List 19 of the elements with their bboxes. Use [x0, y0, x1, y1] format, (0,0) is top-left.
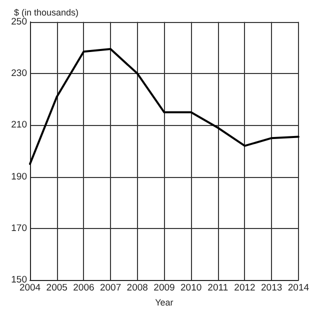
y-tick-label: 210	[11, 120, 27, 131]
y-tick-label: 170	[11, 222, 27, 234]
x-tick-label: 2004	[19, 282, 41, 294]
x-tick-label: 2011	[208, 282, 228, 294]
x-tick-label: 2013	[261, 282, 282, 294]
x-tick-label: 2008	[126, 282, 148, 294]
x-tick-label: 2005	[46, 282, 68, 294]
x-tick-label: 2010	[180, 282, 202, 294]
x-tick-label: 2006	[73, 282, 94, 294]
x-tick-label: 2009	[154, 282, 175, 294]
y-axis-title: $ (in thousands)	[14, 8, 79, 18]
x-tick-label: 2012	[234, 282, 256, 294]
y-tick-label: 230	[11, 68, 27, 80]
line-series	[29, 48, 300, 165]
x-tick-label: 2014	[288, 282, 310, 294]
x-tick-label: 2007	[100, 282, 122, 294]
x-axis-title: Year	[155, 298, 174, 308]
y-tick-label: 250	[11, 16, 27, 28]
y-tick-label: 190	[11, 171, 27, 182]
